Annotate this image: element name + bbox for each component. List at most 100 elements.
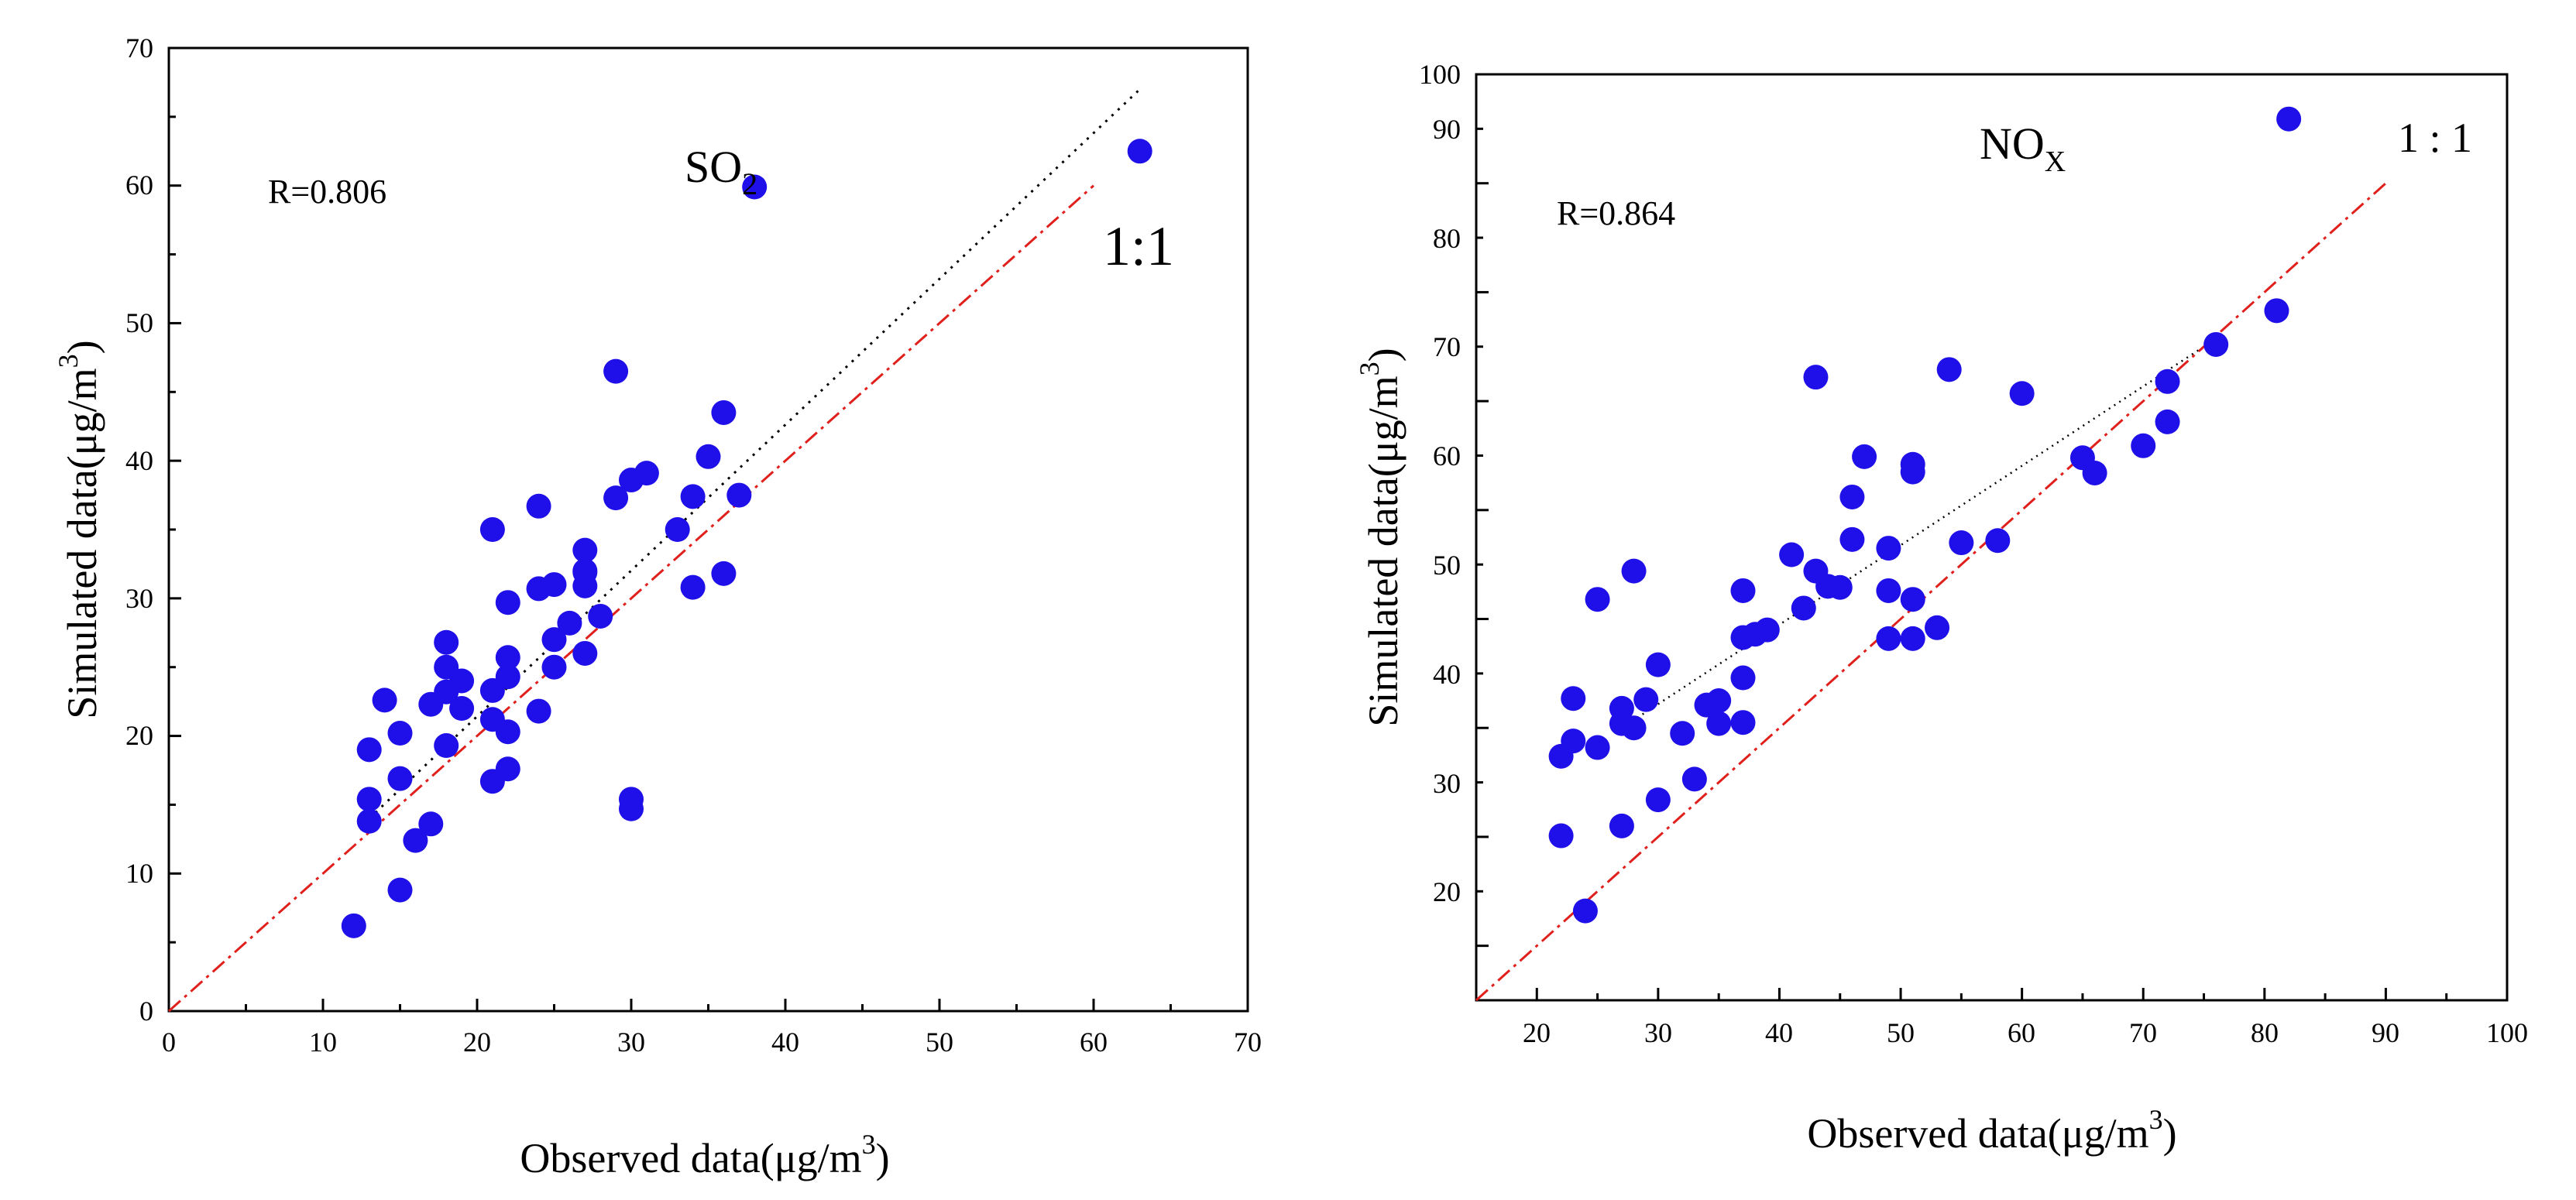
nox-data-point [1900, 451, 1925, 477]
nox-x-axis-label-sup: 3 [2149, 1104, 2163, 1135]
nox-data-point [1561, 729, 1586, 754]
so2-data-point [495, 590, 520, 615]
so2-r-label: R=0.806 [268, 173, 386, 211]
so2-x-axis-label: Observed data(μg/m3) [520, 1129, 889, 1181]
nox-data-point [1936, 357, 1962, 382]
nox-x-tick-label: 20 [1523, 1017, 1551, 1048]
so2-data-point [526, 698, 551, 724]
so2-x-tick-label: 0 [162, 1027, 176, 1058]
nox-data-point [1561, 686, 1586, 711]
so2-x-tick-label: 70 [1234, 1027, 1262, 1058]
nox-r-label: R=0.864 [1557, 194, 1675, 232]
nox-title: NOX [1980, 118, 2066, 178]
nox-one-to-one-label: 1 : 1 [2398, 115, 2472, 161]
so2-data-point [341, 913, 366, 938]
so2-y-axis-label-close: ) [59, 340, 105, 354]
so2-scatter-chart: 0 10 20 30 40 50 60 70 0 10 20 30 40 50 … [53, 33, 1262, 1181]
nox-data-point [1609, 813, 1634, 838]
nox-data-point [2264, 298, 2289, 324]
nox-x-tick-label: 90 [2372, 1017, 2399, 1048]
so2-data-point [634, 461, 659, 486]
nox-y-tick-label: 100 [1419, 59, 1461, 90]
nox-y-tick-labels: 20 30 40 50 60 70 80 90 100 [1419, 59, 1461, 907]
so2-data-point [449, 696, 475, 722]
so2-data-point [572, 558, 598, 584]
so2-data-point [680, 484, 706, 509]
nox-data-point [2131, 433, 2156, 458]
nox-data-point [1706, 688, 1732, 714]
nox-data-point [1876, 578, 1901, 603]
nox-x-tick-label: 80 [2251, 1017, 2279, 1048]
nox-data-point [2203, 331, 2229, 357]
so2-x-axis-label-text: Observed data(μg/m [520, 1135, 861, 1181]
nox-y-axis-label: Simulated data(μg/m3) [1354, 348, 1406, 726]
nox-data-point [2155, 409, 2180, 434]
nox-data-point [1827, 574, 1853, 600]
so2-y-tick-label: 20 [125, 720, 153, 751]
so2-y-tick-labels: 0 10 20 30 40 50 60 70 [125, 33, 153, 1027]
so2-data-point [479, 517, 505, 542]
nox-x-tick-label: 50 [1887, 1017, 1915, 1048]
nox-points [1548, 106, 2302, 924]
so2-data-point [726, 482, 752, 508]
so2-data-point [572, 640, 598, 666]
nox-data-point [1585, 587, 1610, 612]
so2-points [341, 139, 1152, 938]
nox-y-tick-label: 20 [1433, 876, 1461, 907]
so2-data-point [495, 719, 520, 745]
so2-data-point [1127, 139, 1152, 164]
nox-x-tick-label: 100 [2486, 1017, 2528, 1048]
nox-x-tick-label: 60 [2008, 1017, 2035, 1048]
so2-x-tick-label: 30 [617, 1027, 645, 1058]
nox-data-point [1730, 665, 1756, 691]
nox-data-point [1621, 558, 1647, 584]
so2-y-tick-label: 30 [125, 583, 153, 614]
nox-y-tick-label: 70 [1433, 331, 1461, 362]
so2-data-point [742, 174, 768, 200]
so2-data-point [696, 444, 721, 469]
nox-data-point [1621, 715, 1647, 741]
so2-data-point [619, 787, 644, 812]
so2-title-sub: 2 [742, 166, 757, 201]
nox-y-axis-label-sup: 3 [1354, 362, 1385, 375]
so2-y-axis-label-sup: 3 [53, 354, 84, 368]
so2-data-point [418, 811, 444, 837]
nox-y-tick-label: 90 [1433, 114, 1461, 145]
nox-x-axis-label-text: Observed data(μg/m [1807, 1110, 2148, 1157]
nox-data-point [1730, 578, 1756, 603]
so2-y-tick-label: 40 [125, 445, 153, 476]
nox-data-point [1876, 626, 1901, 651]
nox-data-point [1839, 484, 1865, 509]
nox-data-point [1681, 766, 1707, 792]
nox-data-point [1900, 587, 1925, 612]
nox-y-axis-label-close: ) [1360, 348, 1406, 362]
nox-data-point [1803, 365, 1829, 390]
nox-y-ticks [1476, 73, 1489, 1002]
nox-fit-line [1621, 345, 2205, 729]
nox-data-point [1548, 823, 1574, 849]
so2-x-axis-label-sup: 3 [862, 1129, 876, 1160]
nox-x-axis-label-close: ) [2163, 1110, 2177, 1157]
so2-x-ticks [167, 999, 1249, 1011]
nox-data-point [2009, 381, 2035, 406]
nox-y-tick-label: 40 [1433, 659, 1461, 690]
nox-y-tick-label: 60 [1433, 441, 1461, 471]
so2-data-point [665, 517, 690, 542]
nox-x-axis-label: Observed data(μg/m3) [1807, 1104, 2176, 1157]
so2-one-to-one-label: 1:1 [1103, 215, 1174, 277]
nox-data-point [1900, 626, 1925, 651]
nox-data-point [1791, 595, 1816, 621]
so2-data-point [372, 687, 397, 713]
so2-data-point [495, 756, 520, 782]
so2-data-point [387, 877, 413, 903]
so2-data-point [588, 603, 613, 629]
nox-data-point [1852, 444, 1877, 469]
so2-title-main: SO [685, 142, 742, 192]
nox-y-tick-label: 80 [1433, 223, 1461, 254]
so2-data-point [356, 808, 382, 834]
nox-data-point [2082, 460, 2107, 485]
so2-x-tick-label: 20 [463, 1027, 491, 1058]
so2-y-axis-label-text: Simulated data(μg/m [59, 368, 105, 718]
nox-data-point [1779, 542, 1805, 567]
nox-data-point [1670, 721, 1695, 746]
